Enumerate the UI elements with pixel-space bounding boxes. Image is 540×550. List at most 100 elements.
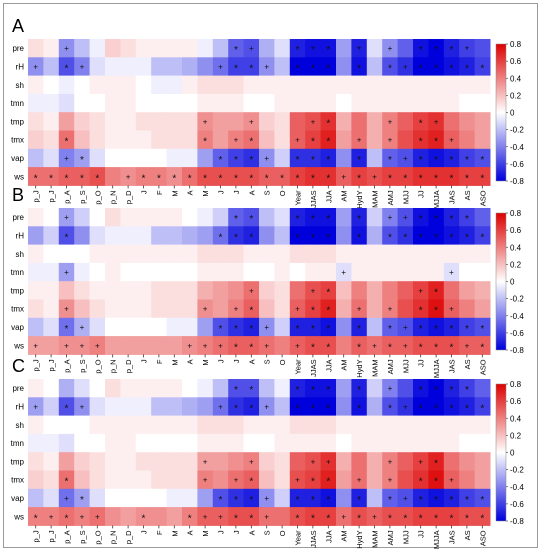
heatmap-cell	[428, 75, 445, 95]
column-label: MAM	[371, 530, 380, 548]
heatmap-cell	[74, 281, 91, 300]
heatmap-cell	[212, 507, 229, 526]
heatmap-cell	[413, 336, 429, 355]
significance-mark: *	[465, 45, 469, 56]
heatmap-cell	[336, 415, 352, 435]
heatmap-cell	[336, 226, 352, 246]
colorbar-tick-label: 0.2	[510, 260, 522, 269]
heatmap-cell	[474, 39, 491, 58]
heatmap-cell	[58, 379, 75, 398]
heatmap-cell	[166, 57, 183, 77]
heatmap-cell	[289, 93, 306, 113]
heatmap-cell	[28, 470, 44, 490]
column-label: M	[170, 359, 179, 365]
significance-mark: *	[326, 495, 330, 506]
heatmap-cell	[366, 507, 383, 526]
heatmap-cell	[105, 452, 121, 471]
column-label: p_N	[109, 190, 118, 204]
column-label: J	[232, 359, 241, 363]
significance-mark: *	[480, 342, 484, 353]
heatmap-cell	[243, 148, 260, 168]
heatmap-cell	[135, 470, 152, 490]
column-label: JJA	[324, 190, 333, 203]
heatmap-cell	[212, 317, 229, 337]
column-label: S	[263, 530, 272, 535]
heatmap-cell	[259, 433, 275, 453]
row-label: pre	[12, 44, 24, 53]
heatmap-cell	[151, 208, 168, 227]
heatmap-cell	[151, 148, 168, 168]
heatmap-cell	[105, 470, 121, 490]
heatmap-cell	[120, 379, 137, 398]
significance-mark: *	[434, 458, 438, 469]
significance-mark: +	[264, 323, 269, 332]
heatmap-cell	[89, 281, 106, 300]
heatmap-cell	[28, 397, 44, 417]
column-label: JJA	[324, 530, 333, 543]
heatmap-cell	[212, 397, 229, 417]
heatmap-cell	[305, 397, 322, 417]
heatmap-cell	[197, 93, 214, 113]
heatmap-cell	[320, 336, 337, 355]
heatmap-cell	[320, 379, 337, 398]
heatmap-cell	[228, 39, 245, 58]
heatmap-cell	[305, 299, 322, 319]
significance-mark: +	[203, 512, 208, 521]
heatmap-cell	[151, 452, 168, 471]
significance-mark: *	[357, 173, 361, 184]
heatmap-cell	[459, 488, 476, 508]
heatmap-cell	[259, 281, 275, 300]
heatmap-cell	[459, 317, 476, 337]
heatmap-cell	[89, 433, 106, 453]
heatmap-cell	[89, 244, 106, 264]
heatmap-cell	[351, 433, 368, 453]
column-label: p_J	[47, 359, 56, 371]
heatmap-cell	[320, 167, 337, 186]
heatmap-cell	[351, 336, 368, 355]
heatmap-cell	[228, 244, 245, 264]
significance-mark: *	[419, 342, 423, 353]
heatmap-cell	[151, 488, 168, 508]
heatmap-cell	[58, 317, 75, 337]
row-label: tmp	[11, 457, 25, 466]
column-label: A	[247, 359, 256, 364]
column-label: A	[247, 190, 256, 195]
heatmap-cell	[151, 130, 168, 150]
significance-mark: *	[419, 385, 423, 396]
heatmap-cell	[351, 507, 368, 526]
column-label: JJ	[417, 530, 426, 538]
heatmap-cell	[58, 130, 75, 150]
heatmap-cell	[382, 299, 399, 319]
heatmap-cell	[182, 281, 198, 300]
heatmap-cell	[397, 397, 414, 417]
significance-mark: *	[34, 513, 38, 524]
heatmap-cell	[43, 167, 60, 186]
heatmap-cell	[58, 148, 75, 168]
heatmap-cell	[166, 433, 183, 453]
significance-mark: *	[465, 214, 469, 225]
heatmap-cell	[89, 112, 106, 131]
heatmap-cell	[197, 317, 214, 337]
significance-mark: *	[326, 513, 330, 524]
significance-mark: *	[450, 495, 454, 506]
heatmap-cell	[259, 39, 275, 58]
heatmap-cell	[228, 299, 245, 319]
heatmap-cell	[459, 244, 476, 264]
heatmap-cell	[135, 208, 152, 227]
significance-mark: +	[80, 512, 85, 521]
significance-mark: *	[465, 173, 469, 184]
column-label: p_S	[78, 190, 87, 203]
heatmap-cell	[120, 112, 137, 131]
significance-mark: *	[65, 232, 69, 243]
heatmap-cell	[397, 75, 414, 95]
significance-mark: +	[372, 512, 377, 521]
heatmap-cell	[443, 379, 460, 398]
heatmap-cell	[413, 507, 429, 526]
significance-mark: +	[95, 512, 100, 521]
column-label: M	[201, 359, 210, 365]
column-label: JJAS	[309, 359, 318, 377]
column-label: J	[232, 190, 241, 194]
row-label: tmn	[11, 99, 24, 108]
significance-mark: *	[419, 214, 423, 225]
heatmap-cell	[459, 336, 476, 355]
